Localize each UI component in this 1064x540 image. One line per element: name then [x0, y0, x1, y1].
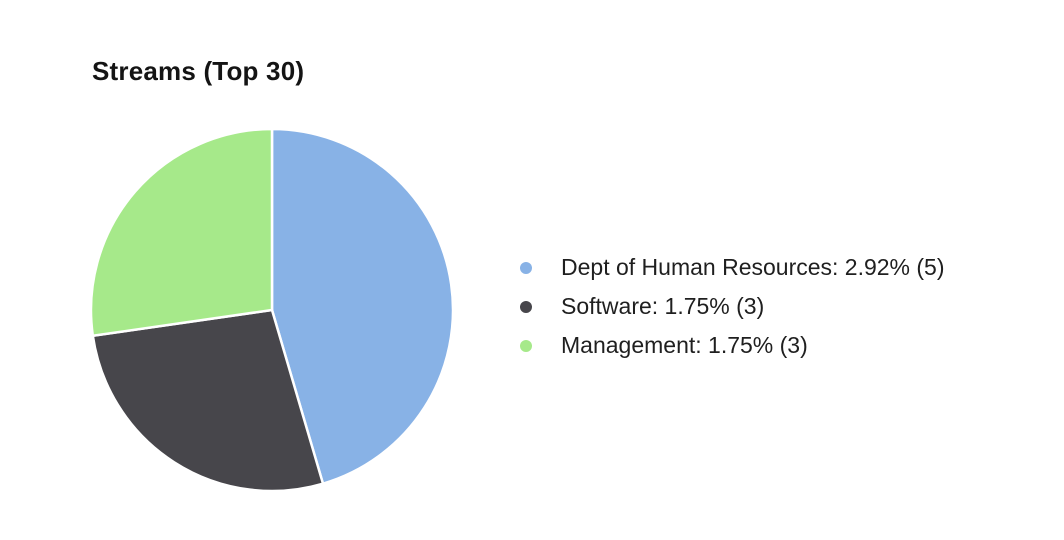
pie-slice-software[interactable] — [91, 308, 325, 493]
legend-swatch-management — [520, 339, 532, 352]
legend-item-software[interactable]: Software: 1.75% (3) — [516, 287, 1056, 326]
pie-slice-hr[interactable] — [270, 127, 455, 485]
pie-slice-management[interactable] — [89, 127, 274, 338]
legend-label-management: Management: 1.75% (3) — [561, 332, 808, 358]
legend-label-hr: Dept of Human Resources: 2.92% (5) — [561, 254, 945, 280]
chart-legend: Dept of Human Resources: 2.92% (5) Softw… — [516, 248, 1056, 365]
legend-label-software: Software: 1.75% (3) — [561, 293, 765, 319]
legend-item-hr[interactable]: Dept of Human Resources: 2.92% (5) — [516, 248, 1056, 287]
legend-swatch-hr — [520, 261, 532, 274]
legend-swatch-software — [520, 300, 532, 313]
legend-item-management[interactable]: Management: 1.75% (3) — [516, 326, 1056, 365]
chart-title: Streams (Top 30) — [92, 56, 305, 86]
